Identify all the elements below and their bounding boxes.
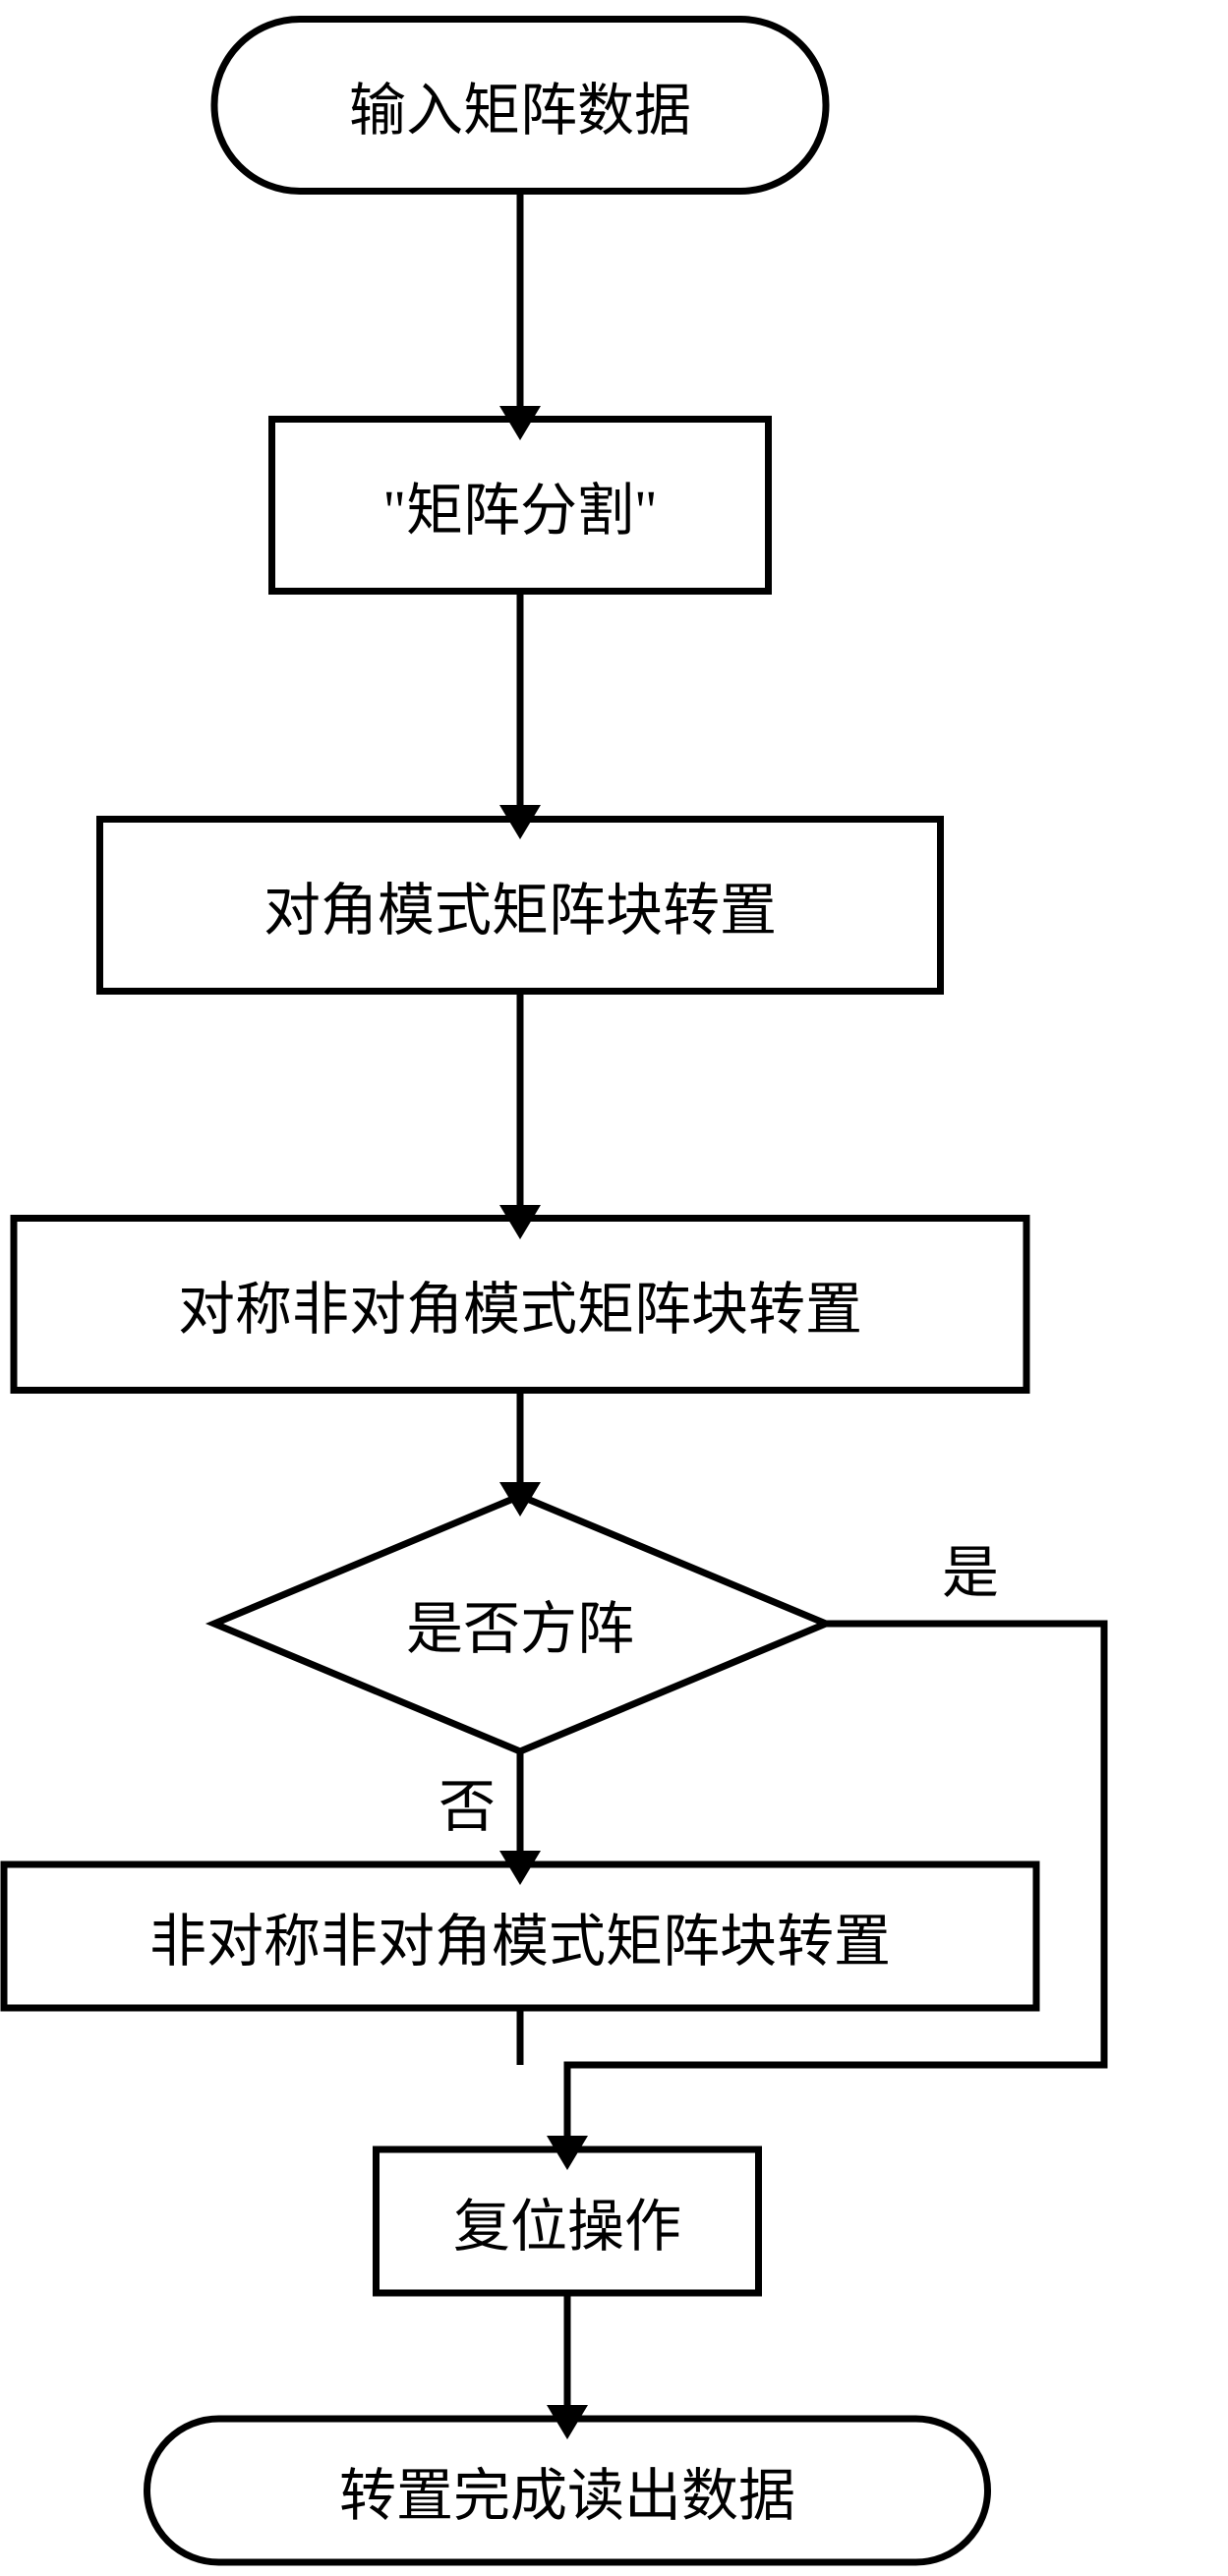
node-label-partition: "矩阵分割" bbox=[382, 464, 657, 546]
flowchart-container: 输入矩阵数据 "矩阵分割" 对角模式矩阵块转置对称非对角模式矩阵块转置是否方阵非对称… bbox=[0, 0, 1228, 2576]
edge-label-e5: 否 bbox=[439, 1760, 496, 1843]
node-label-reset: 复位操作 bbox=[453, 2180, 681, 2262]
edge-e6 bbox=[567, 1624, 1104, 2149]
node-label-symmetric: 对称非对角模式矩阵块转置 bbox=[178, 1263, 862, 1345]
node-label-start: 输入矩阵数据 bbox=[349, 64, 691, 146]
node-label-diagonal: 对角模式矩阵块转置 bbox=[263, 864, 777, 946]
node-label-end: 转置完成读出数据 bbox=[339, 2449, 795, 2532]
node-label-decision: 是否方阵 bbox=[406, 1582, 634, 1665]
edge-label-e6: 是 bbox=[942, 1526, 999, 1609]
node-label-asymmetric: 非对称非对角模式矩阵块转置 bbox=[149, 1895, 891, 1977]
